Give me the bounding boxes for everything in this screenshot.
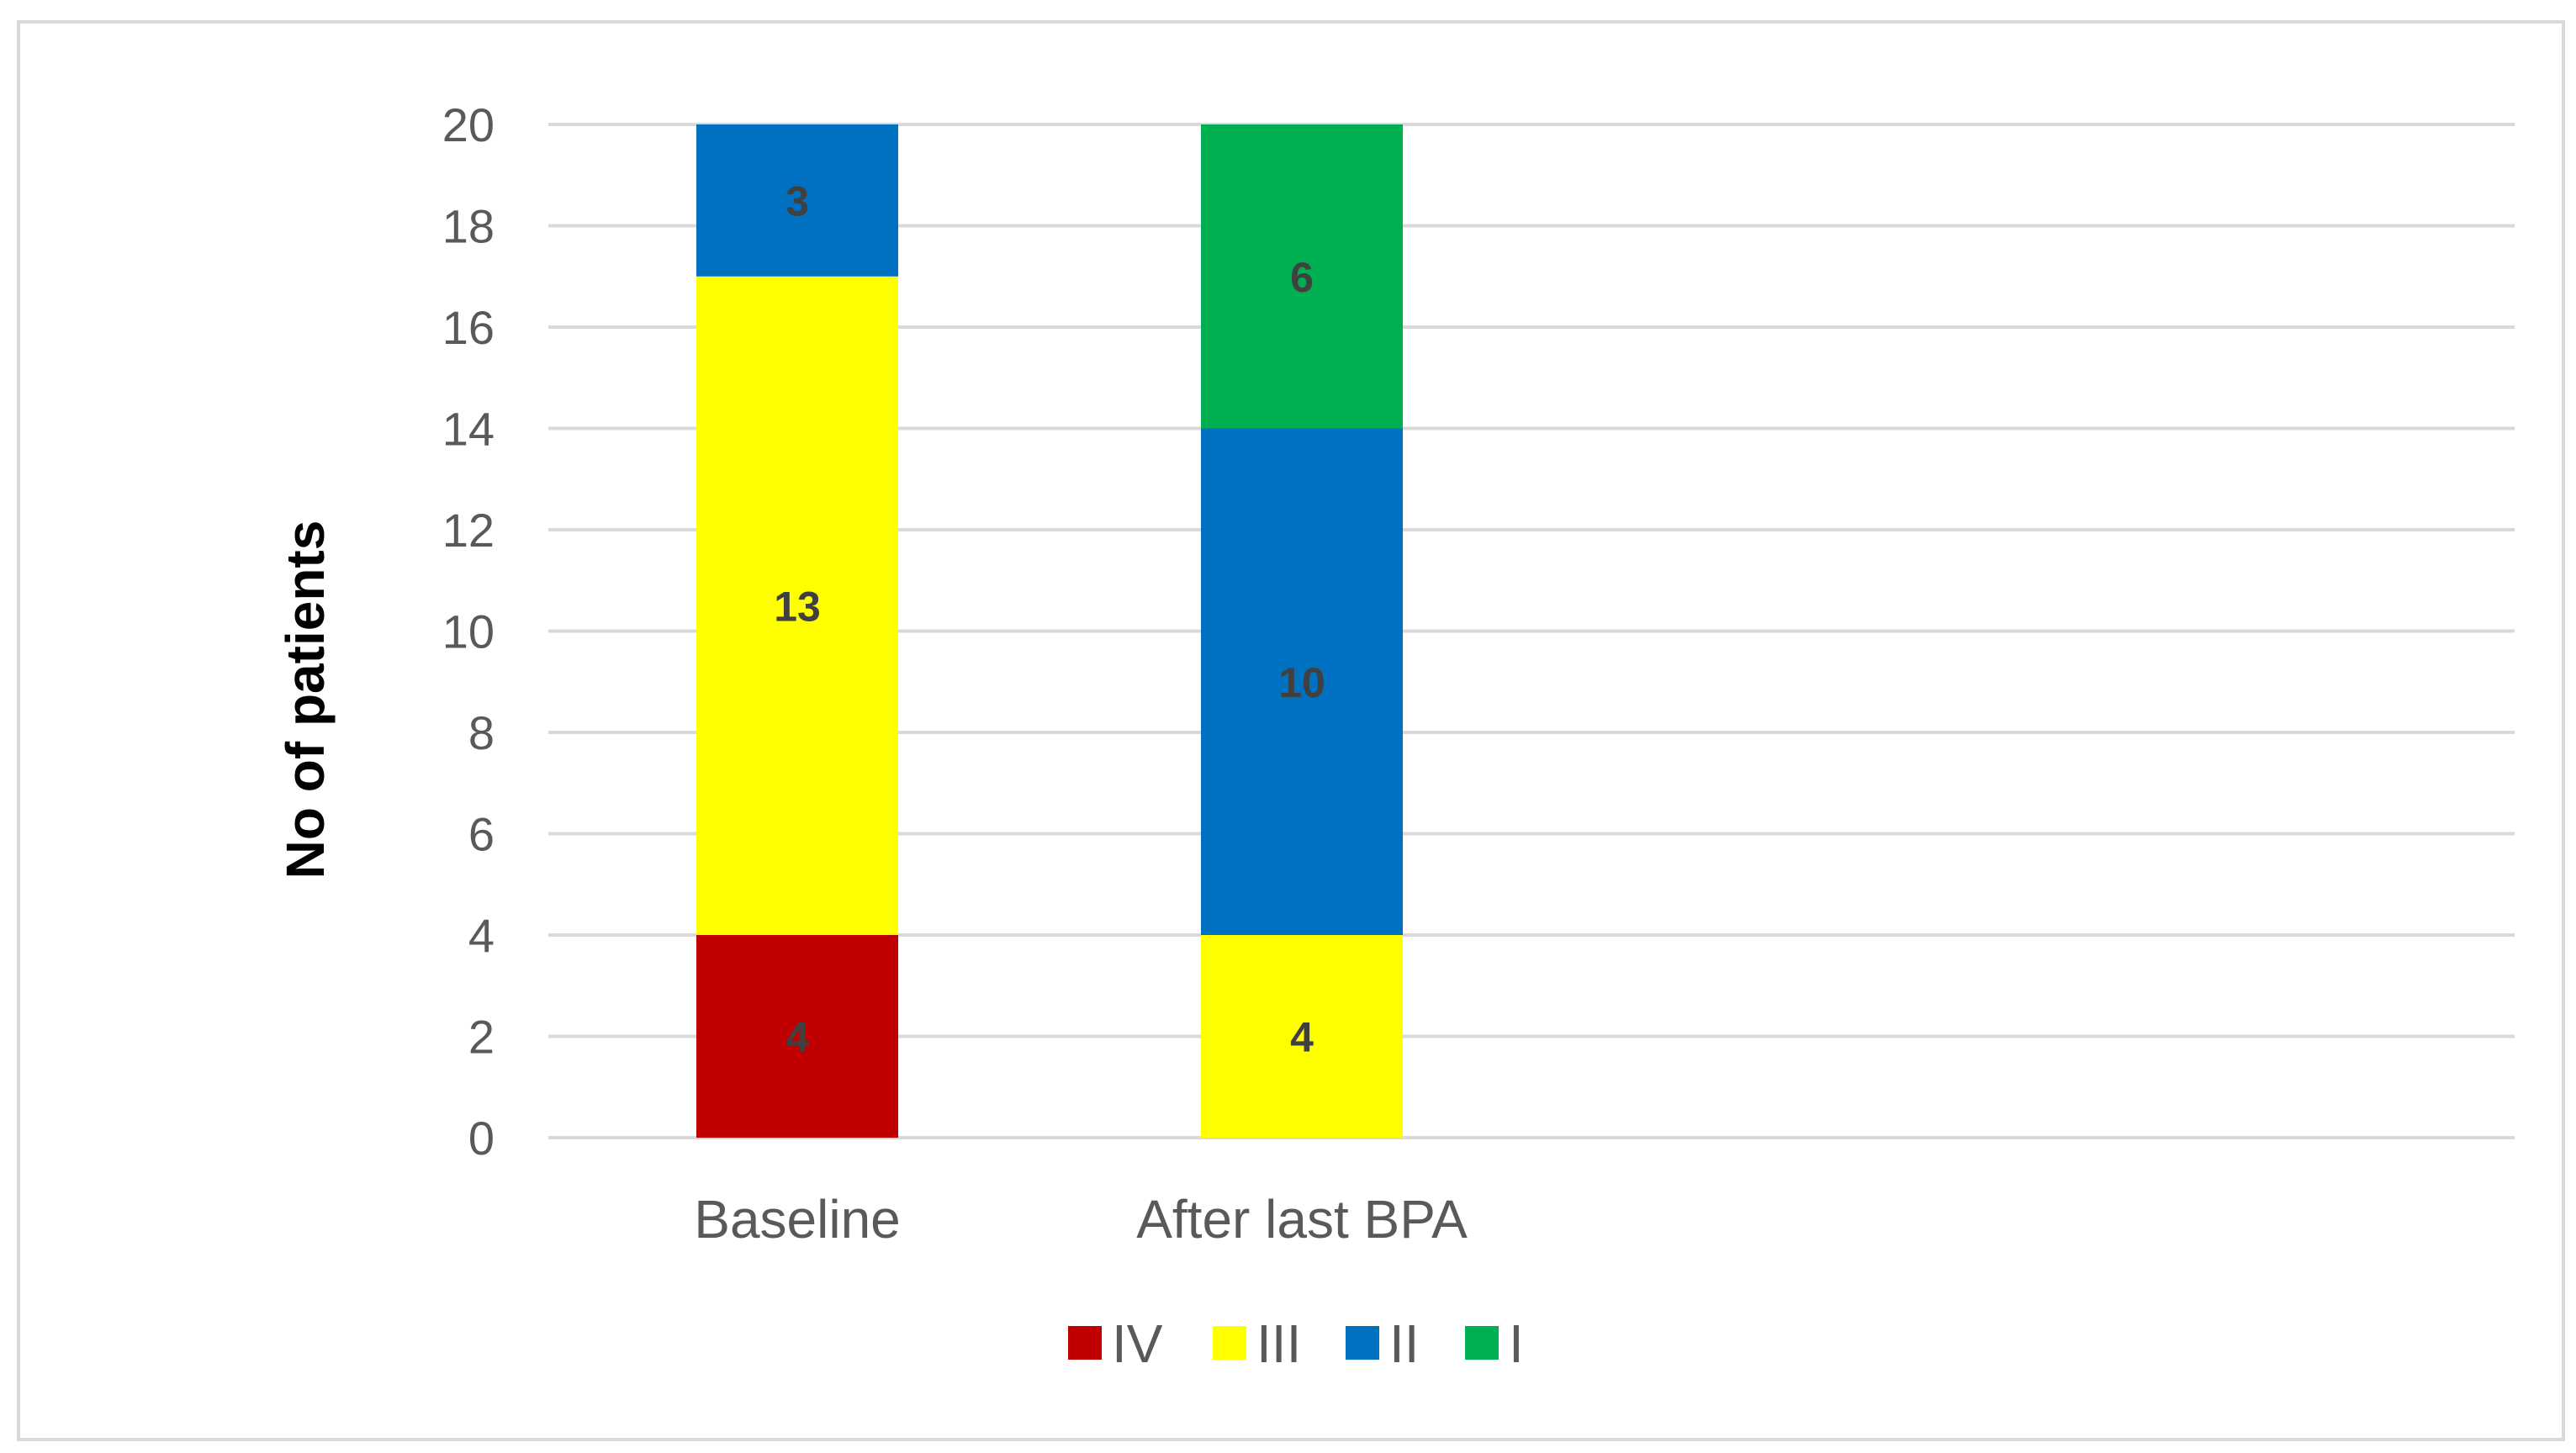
- y-tick-label: 18: [442, 200, 495, 253]
- legend-swatch: [1068, 1326, 1102, 1360]
- bar-segment: [696, 935, 898, 1138]
- y-tick-label: 6: [468, 808, 495, 861]
- y-tick-label: 20: [442, 98, 495, 151]
- x-category-label: Baseline: [694, 1189, 901, 1250]
- legend: IV III II I: [1068, 1313, 1524, 1374]
- data-label: 10: [1278, 659, 1325, 706]
- data-label: 6: [1290, 254, 1314, 301]
- x-axis-categories: Baseline After last BPA: [694, 1189, 1468, 1250]
- y-tick-label: 16: [442, 301, 495, 354]
- legend-label: II: [1389, 1313, 1420, 1374]
- y-axis-title: No of patients: [275, 520, 336, 880]
- y-axis-ticks: 0 2 4 6 8 10 12 14 16 18 20: [442, 98, 495, 1165]
- y-tick-label: 12: [442, 504, 495, 557]
- bar-segment: [1201, 935, 1403, 1138]
- y-tick-label: 10: [442, 605, 495, 658]
- data-label: 4: [1290, 1014, 1314, 1061]
- y-tick-label: 8: [468, 706, 495, 759]
- legend-label: IV: [1112, 1313, 1163, 1374]
- bar-segment: [1201, 428, 1403, 935]
- data-label: 3: [785, 177, 809, 225]
- bar-segment: [696, 276, 898, 935]
- legend-label: I: [1509, 1313, 1524, 1374]
- bar-segment: [1201, 124, 1403, 429]
- legend-swatch: [1346, 1326, 1379, 1360]
- legend-label: III: [1256, 1313, 1301, 1374]
- data-label: 4: [785, 1014, 809, 1061]
- y-tick-label: 14: [442, 403, 495, 456]
- y-tick-label: 4: [468, 909, 495, 962]
- bar-segment: [696, 124, 898, 277]
- data-label: 13: [774, 583, 821, 630]
- x-category-label: After last BPA: [1136, 1189, 1468, 1250]
- y-tick-label: 2: [468, 1011, 495, 1064]
- y-tick-label: 0: [468, 1112, 495, 1165]
- legend-swatch: [1213, 1326, 1246, 1360]
- bars: 4 13 3 4 10 6: [696, 124, 1403, 1138]
- legend-swatch: [1465, 1326, 1499, 1360]
